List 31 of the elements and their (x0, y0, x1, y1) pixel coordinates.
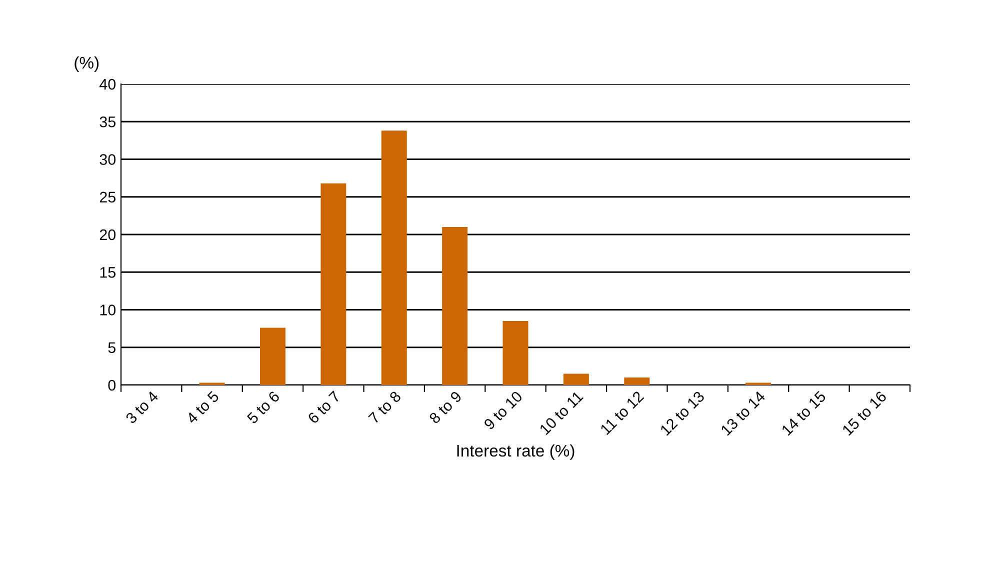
x-tick-label: 6 to 7 (307, 390, 341, 424)
bar (442, 226, 468, 385)
y-tick-label: 10 (100, 304, 116, 316)
x-tick-label: 14 to 15 (781, 390, 826, 436)
y-tick-label: 20 (100, 229, 116, 240)
y-tick-label: 5 (108, 342, 116, 354)
bar (320, 183, 346, 385)
x-axis-title: Interest rate (%) (457, 444, 574, 460)
y-tick-label: 35 (100, 116, 116, 128)
bar (502, 321, 528, 385)
y-tick-label: 0 (108, 380, 116, 391)
x-tick-label: 15 to 16 (842, 390, 888, 436)
x-tick-label: 9 to 10 (483, 390, 524, 430)
x-tick-label: 11 to 12 (600, 390, 644, 436)
x-tick-label: 13 to 14 (720, 390, 766, 436)
x-tick-label: 8 to 9 (428, 390, 462, 424)
x-tick-label: 12 to 13 (660, 390, 706, 436)
y-tick-label: 15 (100, 267, 116, 278)
bar (260, 328, 286, 385)
y-tick-label: 25 (100, 192, 116, 203)
x-tick-label: 5 to 6 (246, 390, 280, 424)
y-tick-label: 30 (100, 154, 116, 165)
x-tick-label: 3 to 4 (125, 390, 159, 424)
x-tick-label: 7 to 8 (368, 390, 402, 424)
bar (563, 374, 589, 385)
bar (381, 130, 407, 385)
x-tick-label: 10 to 11 (539, 390, 584, 436)
y-axis-title: (%) (74, 56, 99, 72)
y-tick-label: 40 (100, 78, 116, 90)
bar (624, 377, 650, 385)
x-tick-label: 4 to 5 (186, 390, 220, 424)
